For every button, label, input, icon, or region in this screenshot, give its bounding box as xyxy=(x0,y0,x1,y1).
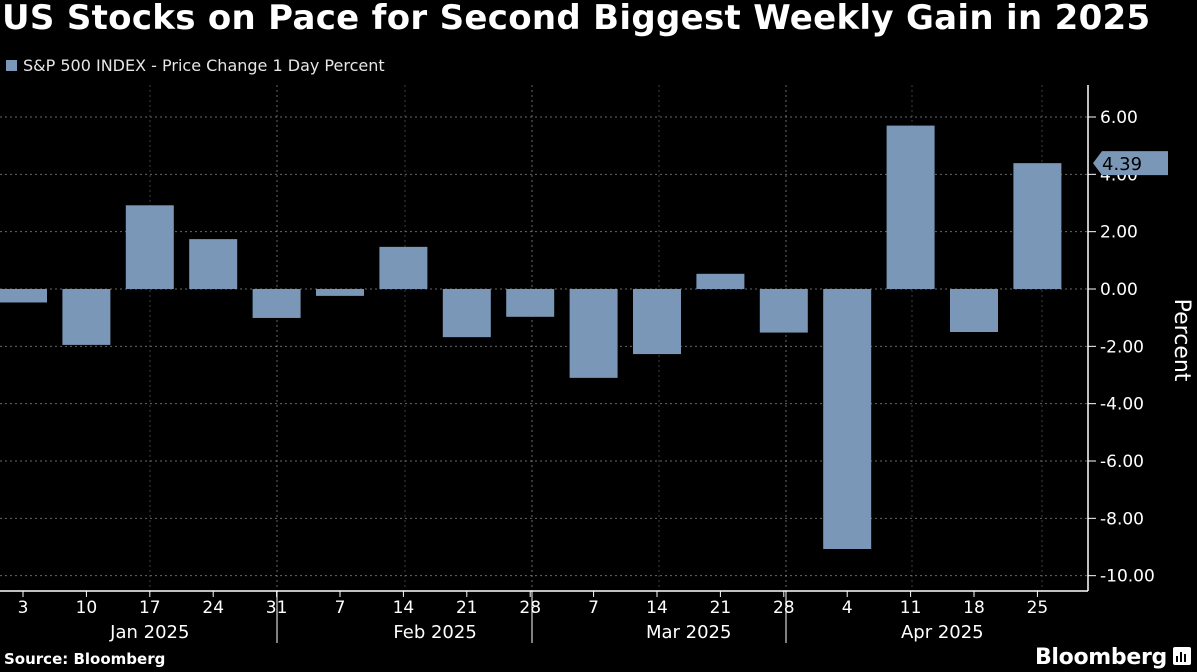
x-tick-label: 4 xyxy=(842,598,853,618)
bar xyxy=(633,289,681,355)
bar xyxy=(379,246,428,289)
x-tick-label: 7 xyxy=(335,598,346,618)
month-label: Apr 2025 xyxy=(901,622,984,643)
bar xyxy=(442,289,491,338)
bar xyxy=(950,289,998,332)
bar xyxy=(569,289,618,378)
y-tick-label: 6.00 xyxy=(1100,108,1138,128)
y-tick-label: -2.00 xyxy=(1100,337,1144,357)
x-tick-label: 7 xyxy=(588,598,599,618)
x-tick-label: 25 xyxy=(1027,598,1049,618)
y-tick-label: -4.00 xyxy=(1100,395,1144,415)
legend-swatch xyxy=(6,60,17,71)
last-value-label: 4.39 xyxy=(1102,154,1142,175)
bar xyxy=(125,205,174,289)
bar xyxy=(823,289,872,550)
y-tick-label: 0.00 xyxy=(1100,280,1138,300)
y-axis-label: Percent xyxy=(1169,299,1194,382)
bar xyxy=(886,125,935,289)
x-tick-label: 14 xyxy=(393,598,415,618)
x-tick-label: 10 xyxy=(76,598,98,618)
x-tick-label: 28 xyxy=(519,598,541,618)
bar xyxy=(316,289,364,296)
x-tick-label: 17 xyxy=(139,598,161,618)
x-tick-label: 28 xyxy=(773,598,795,618)
source-note: Source: Bloomberg xyxy=(4,650,166,668)
bloomberg-logo-icon xyxy=(1173,647,1191,665)
x-tick-label: 21 xyxy=(710,598,732,618)
bar xyxy=(759,289,808,333)
legend-label: S&P 500 INDEX - Price Change 1 Day Perce… xyxy=(23,56,385,75)
bar xyxy=(506,289,555,317)
bar xyxy=(0,289,47,303)
bar xyxy=(189,239,238,289)
x-tick-label: 24 xyxy=(202,598,224,618)
bar xyxy=(252,289,301,318)
x-tick-label: 18 xyxy=(963,598,985,618)
legend: S&P 500 INDEX - Price Change 1 Day Perce… xyxy=(6,56,385,75)
brand-logo-text: Bloomberg xyxy=(1034,645,1167,670)
bar xyxy=(1013,163,1062,289)
y-tick-label: -6.00 xyxy=(1100,452,1144,472)
x-tick-label: 21 xyxy=(456,598,478,618)
y-tick-label: 2.00 xyxy=(1100,223,1138,243)
x-tick-label: 14 xyxy=(646,598,668,618)
y-tick-label: -10.00 xyxy=(1100,567,1155,587)
month-label: Feb 2025 xyxy=(393,622,476,643)
bar xyxy=(696,273,745,289)
bar xyxy=(62,289,111,345)
month-label: Jan 2025 xyxy=(109,622,189,643)
y-tick-label: -8.00 xyxy=(1100,509,1144,529)
x-tick-label: 3 xyxy=(18,598,29,618)
month-label: Mar 2025 xyxy=(646,622,732,643)
last-value-tag xyxy=(1093,151,1168,176)
chart-title: US Stocks on Pace for Second Biggest Wee… xyxy=(2,0,1151,38)
x-tick-label: 11 xyxy=(900,598,922,618)
